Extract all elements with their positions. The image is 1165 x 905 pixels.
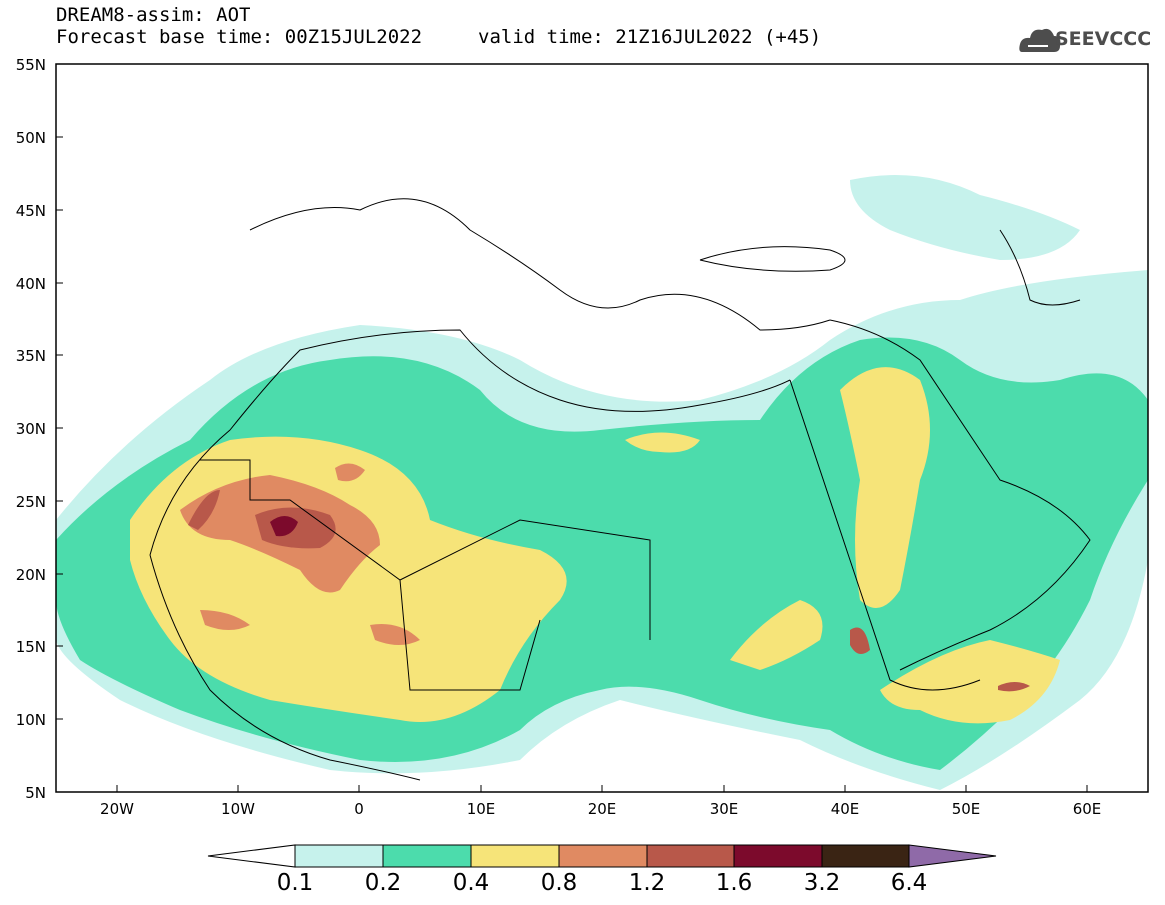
colorbar-label: 0.1	[276, 870, 314, 896]
lon-label: 30E	[709, 800, 739, 818]
lat-label: 20N	[15, 566, 46, 584]
lon-label: 20E	[587, 800, 617, 818]
lat-label: 30N	[15, 420, 46, 438]
coastline-caspian	[999, 229, 1081, 306]
lat-label: 15N	[15, 638, 46, 656]
lon-label: 20W	[100, 800, 134, 818]
valid-time: valid time: 21Z16JUL2022 (+45)	[478, 26, 822, 48]
forecast-base-time: Forecast base time: 00Z15JUL2022	[56, 26, 423, 48]
aot-region-08d	[335, 463, 365, 482]
colorbar	[207, 844, 997, 868]
colorbar-label: 0.4	[452, 870, 490, 896]
colorbar-label: 1.2	[628, 870, 666, 896]
border-central	[399, 579, 541, 691]
coastline-gulf-of-guinea	[149, 554, 421, 781]
lat-label: 55N	[15, 56, 46, 74]
aot-region-12	[255, 507, 336, 549]
lon-label: 60E	[1072, 800, 1102, 818]
map-title: DREAM8-assim: AOT	[56, 4, 251, 26]
lat-label: 10N	[15, 711, 46, 729]
border-sahara	[200, 459, 651, 640]
lon-label: 0	[354, 800, 364, 818]
aot-region-04e	[625, 432, 700, 453]
lat-label: 40N	[15, 275, 46, 293]
colorbar-label: 6.4	[890, 870, 928, 896]
colorbar-swatch-2	[382, 844, 472, 868]
aot-region-12c	[850, 627, 870, 654]
coastline-red-sea	[789, 379, 981, 691]
aot-region-04d	[730, 600, 823, 670]
lon-label: 40E	[830, 800, 860, 818]
colorbar-swatch-3	[470, 844, 560, 868]
colorbar-swatch-5	[646, 844, 735, 868]
cloud-logo-icon	[1019, 28, 1061, 52]
coastline-north-africa	[149, 329, 791, 556]
lon-label: 50E	[951, 800, 981, 818]
aot-region-01b	[850, 175, 1080, 260]
aot-region-12d	[998, 682, 1030, 692]
aot-region-08b	[200, 610, 250, 630]
colorbar-under-arrow	[207, 844, 296, 868]
colorbar-swatch-6	[733, 844, 823, 868]
lat-label: 35N	[15, 347, 46, 365]
lat-label: 45N	[15, 202, 46, 220]
aot-region-04b	[840, 367, 930, 608]
colorbar-over-arrow	[908, 844, 997, 868]
aot-region-04c	[880, 640, 1060, 724]
colorbar-label: 3.2	[803, 870, 841, 896]
aot-region-08c	[370, 624, 420, 645]
lon-label: 10W	[221, 800, 255, 818]
colorbar-label: 1.6	[715, 870, 753, 896]
colorbar-swatch-4	[558, 844, 648, 868]
colorbar-label: 0.2	[364, 870, 402, 896]
lat-label: 5N	[25, 784, 46, 802]
lat-label: 25N	[15, 493, 46, 511]
colorbar-swatch-1	[294, 844, 384, 868]
colorbar-label: 0.8	[540, 870, 578, 896]
coastline-black-sea	[699, 246, 846, 272]
aot-region-12b	[188, 490, 220, 530]
lon-label: 10E	[466, 800, 496, 818]
coastline-europe	[249, 198, 831, 331]
colorbar-swatch-7	[821, 844, 910, 868]
coastline-arabia	[829, 319, 1091, 671]
aot-region-16	[270, 516, 298, 537]
lat-label: 50N	[15, 129, 46, 147]
logo-text: SEEVCCC	[1055, 28, 1152, 50]
